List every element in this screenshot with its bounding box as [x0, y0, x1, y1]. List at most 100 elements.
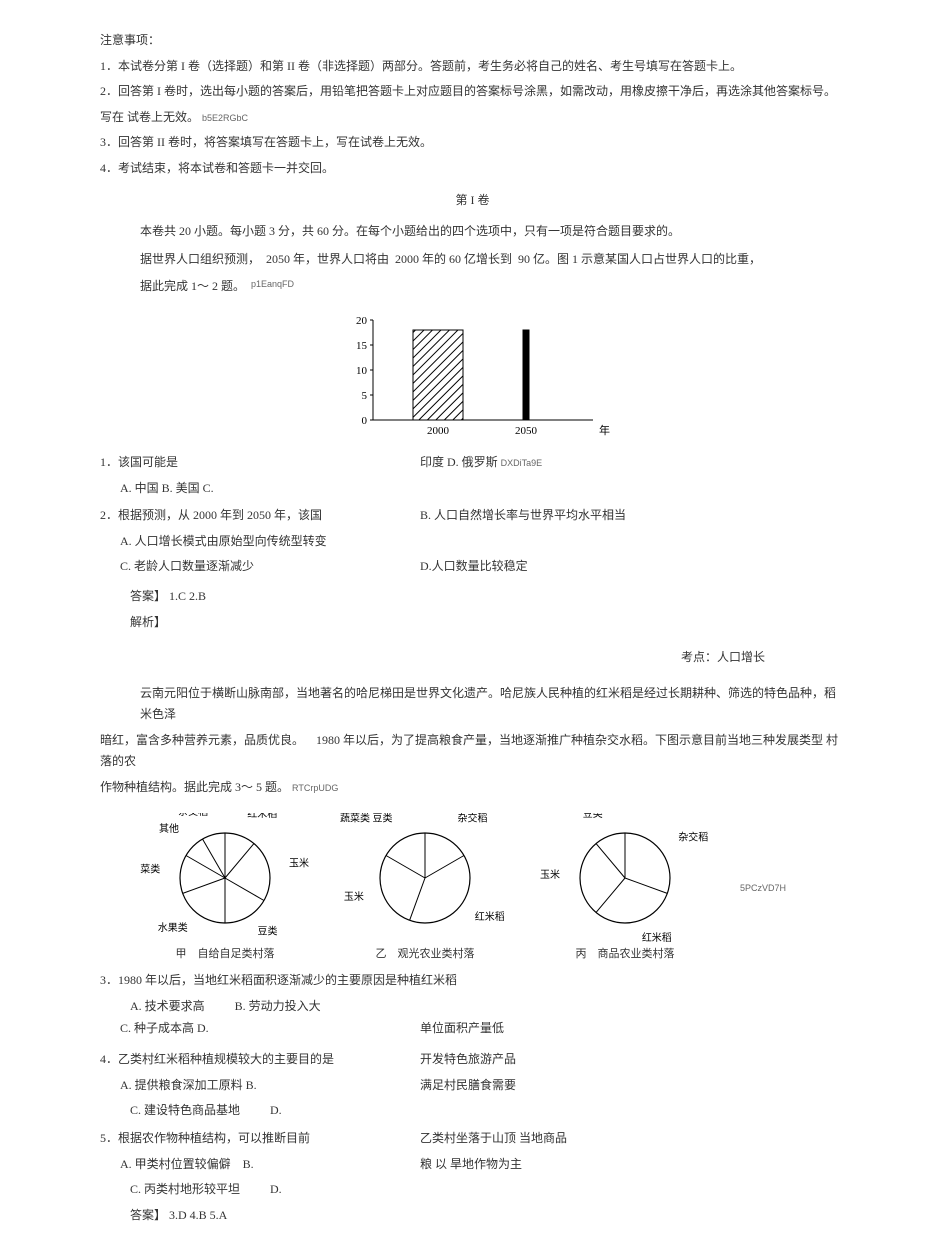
pie-b-svg: 杂交稻红米稻玉米蔬菜类 豆类 — [340, 813, 510, 943]
q2-opt-b: B. 人口自然增长率与世界平均水平相当 — [420, 505, 626, 527]
q2-cd-row: C. 老龄人口数量逐渐减少 D.人口数量比较稳定 — [100, 556, 845, 582]
q5-stem: 5．根据农作物种植结构，可以推断目前 — [100, 1128, 420, 1150]
svg-text:红米稻: 红米稻 — [247, 813, 277, 820]
pie-a-cap: 甲 自给自足类村落 — [176, 945, 275, 965]
svg-text:玉米: 玉米 — [289, 856, 309, 869]
q5-ab: A. 甲类村位置较偏僻 B. 粮 以 旱地作物为主 — [100, 1154, 845, 1180]
q1-stem: 1．该国可能是 — [100, 452, 420, 474]
notice-item-3: 3．回答第 II 卷时，将答案填写在答题卡上，写在试卷上无效。 — [100, 132, 845, 154]
code-1: b5E2RGbC — [202, 113, 248, 123]
svg-text:蔬菜类 豆类: 蔬菜类 豆类 — [340, 813, 393, 825]
svg-text:0: 0 — [361, 415, 367, 427]
notice-item-2b: 写在 试卷上无效。 b5E2RGbC — [100, 107, 845, 129]
pie-c-cap: 丙 商品农业类村落 — [576, 945, 675, 965]
q5-bx: 乙类村坐落于山顶 当地商品 — [420, 1128, 567, 1150]
q3-b: B. 劳动力投入大 — [235, 996, 321, 1018]
svg-text:年: 年 — [599, 423, 610, 437]
p2-l2b: 1980 年以后，为了提高粮食产量，当地逐渐推广种植杂交水稻。下图示意目前当地三… — [316, 733, 823, 747]
q4-bx: 开发特色旅游产品 — [420, 1049, 516, 1071]
bar-chart-svg: 0 5 10 15 20 2000 2050 年 — [333, 310, 613, 440]
pred-2: 2050 年，世界人口将由 — [266, 249, 389, 271]
p2-line3: 作物种植结构。据此完成 3～ 5 题。 RTCrpUDG — [100, 777, 845, 799]
pred-1: 据世界人口组织预测， — [140, 249, 260, 271]
q5-dx: 粮 以 旱地作物为主 — [420, 1154, 522, 1176]
q2-opt-c: C. 老龄人口数量逐渐减少 — [100, 556, 420, 578]
volume-intro: 本卷共 20 小题。每小题 3 分，共 60 分。在每个小题给出的四个选项中，只… — [100, 221, 845, 243]
q1-code: DXDiTa9E — [501, 458, 543, 468]
volume-title: 第 I 卷 — [100, 190, 845, 212]
svg-text:豆类: 豆类 — [583, 813, 603, 820]
q1-side: 印度 D. 俄罗斯 — [420, 455, 498, 469]
q4-ab: A. 提供粮食深加工原料 B. 满足村民膳食需要 — [100, 1075, 845, 1101]
pie-c: 杂交稻红米稻 玉米 豆类 丙 商品农业类村落 — [540, 813, 710, 965]
notice-title: 注意事项： — [100, 30, 845, 52]
svg-text:玉米: 玉米 — [344, 890, 364, 903]
q4-a: A. 提供粮食深加工原料 B. — [100, 1075, 420, 1097]
notice-item-2b-text: 写在 试卷上无效。 — [100, 110, 199, 124]
q5-row: 5．根据农作物种植结构，可以推断目前 乙类村坐落于山顶 当地商品 — [100, 1128, 845, 1154]
svg-text:红米稻: 红米稻 — [642, 930, 672, 942]
q3-ab: A. 技术要求高 B. 劳动力投入大 — [100, 996, 845, 1018]
pred-3: 2000 年的 60 亿增长到 — [395, 249, 512, 271]
svg-text:10: 10 — [356, 365, 368, 377]
pred-5: 据此完成 1～ 2 题。 — [140, 276, 245, 298]
svg-text:玉米: 玉米 — [540, 868, 560, 881]
q2-stem: 2．根据预测，从 2000 年到 2050 年，该国 — [100, 505, 420, 527]
p2-line2: 暗红，富含多种营养元素，品质优良。 1980 年以后，为了提高粮食产量，当地逐渐… — [100, 730, 845, 773]
q2-opt-a: A. 人口增长模式由原始型向传统型转变 — [100, 531, 845, 553]
q4-row: 4．乙类村红米稻种植规模较大的主要目的是 开发特色旅游产品 — [100, 1049, 845, 1075]
pie-b-cap: 乙 观光农业类村落 — [376, 945, 475, 965]
p2-l3: 作物种植结构。据此完成 3～ 5 题。 — [100, 780, 289, 794]
q5-b: B. — [243, 1157, 254, 1171]
q5-c: C. 丙类村地形较平坦 — [130, 1179, 240, 1201]
q2-row: 2．根据预测，从 2000 年到 2050 年，该国 B. 人口自然增长率与世界… — [100, 505, 845, 531]
q4-d: D. — [270, 1100, 282, 1122]
q4-extra: 满足村民膳食需要 — [420, 1075, 516, 1097]
svg-text:杂交稻: 杂交稻 — [458, 813, 488, 825]
q2-opt-d: D.人口数量比较稳定 — [420, 556, 528, 578]
q4-c: C. 建设特色商品基地 — [130, 1100, 240, 1122]
p2-l2a: 暗红，富含多种营养元素，品质优良。 — [100, 733, 304, 747]
pred-code: p1EanqFD — [251, 276, 294, 298]
q3-c: C. 种子成本高 D. — [100, 1018, 420, 1040]
notice-item-1: 1．本试卷分第 I 卷（选择题）和第 II 卷（非选择题）两部分。答题前，考生务… — [100, 56, 845, 78]
answers-12: 答案】 1.C 2.B — [100, 586, 845, 608]
q4-stem: 4．乙类村红米稻种植规模较大的主要目的是 — [100, 1049, 420, 1071]
q3-a: A. 技术要求高 — [130, 996, 205, 1018]
svg-text:蔬菜类: 蔬菜类 — [140, 862, 160, 875]
q3-d: 单位面积产量低 — [420, 1018, 504, 1040]
pie-a: 红米稻玉米豆类水果类蔬菜类其他杂交稻 甲 自给自足类村落 — [140, 813, 310, 965]
q1-row: 1．该国可能是 印度 D. 俄罗斯 DXDiTa9E — [100, 452, 845, 478]
q3-cd: C. 种子成本高 D. 单位面积产量低 — [100, 1018, 845, 1044]
answers-345: 答案】 3.D 4.B 5.A — [100, 1205, 845, 1227]
pie-b: 杂交稻红米稻玉米蔬菜类 豆类 乙 观光农业类村落 — [340, 813, 510, 965]
p2-line1: 云南元阳位于横断山脉南部，当地著名的哈尼梯田是世界文化遗产。哈尼族人民种植的红米… — [100, 683, 845, 726]
q5-d: D. — [270, 1179, 282, 1201]
svg-text:2050: 2050 — [515, 425, 538, 437]
svg-text:杂交稻: 杂交稻 — [178, 813, 208, 818]
explain-12: 解析】 — [100, 612, 845, 634]
q5-a: A. 甲类村位置较偏僻 — [100, 1157, 231, 1171]
prediction-text: 据世界人口组织预测， 2050 年，世界人口将由 2000 年的 60 亿增长到… — [100, 249, 845, 298]
pie-c-svg: 杂交稻红米稻 玉米 豆类 — [540, 813, 710, 943]
q3-stem: 3．1980 年以后，当地红米稻面积逐渐减少的主要原因是种植红米稻 — [100, 970, 845, 992]
q5-cd: C. 丙类村地形较平坦 D. — [100, 1179, 845, 1201]
notice-item-4: 4．考试结束，将本试卷和答题卡一并交回。 — [100, 158, 845, 180]
bar-chart-figure: 0 5 10 15 20 2000 2050 年 — [100, 310, 845, 440]
pie-row: 红米稻玉米豆类水果类蔬菜类其他杂交稻 甲 自给自足类村落 杂交稻红米稻玉米蔬菜类… — [140, 813, 845, 965]
svg-text:其他: 其他 — [159, 822, 179, 835]
pie-a-svg: 红米稻玉米豆类水果类蔬菜类其他杂交稻 — [140, 813, 310, 943]
q4-cd: C. 建设特色商品基地 D. — [100, 1100, 845, 1122]
p2-code: RTCrpUDG — [292, 783, 338, 793]
notice-item-2a: 2．回答第 I 卷时，选出每小题的答案后，用铅笔把答题卡上对应题目的答案标号涂黑… — [100, 81, 845, 103]
svg-text:水果类: 水果类 — [158, 921, 188, 934]
topic-12: 考点：人口增长 — [100, 647, 845, 669]
pies-code: 5PCzVD7H — [740, 880, 786, 896]
svg-text:15: 15 — [356, 340, 368, 352]
svg-text:2000: 2000 — [427, 425, 450, 437]
q1-opt-a: A. 中国 B. 美国 C. — [100, 478, 845, 500]
svg-text:杂交稻: 杂交稻 — [678, 830, 708, 843]
svg-text:5: 5 — [361, 390, 367, 402]
pred-4: 90 亿。图 1 示意某国人口占世界人口的比重， — [518, 249, 761, 271]
svg-text:20: 20 — [356, 315, 368, 327]
